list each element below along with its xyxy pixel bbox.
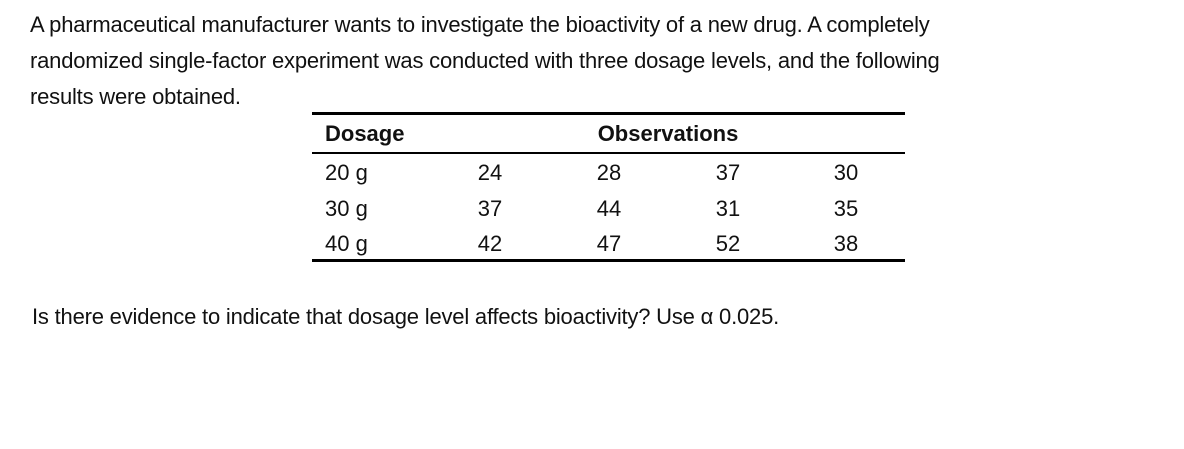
dosage-cell: 40 g [325, 231, 368, 256]
question: Is there evidence to indicate that dosag… [32, 304, 780, 329]
dosage-cell: 30 g [325, 196, 368, 221]
intro-line: randomized single-factor experiment was … [30, 48, 940, 73]
intro-line: A pharmaceutical manufacturer wants to i… [30, 12, 930, 37]
observation-cell: 28 [596, 160, 622, 185]
dosage-cell: 20 g [325, 160, 368, 185]
observation-cell: 42 [477, 231, 503, 256]
observation-cell: 30 [833, 160, 859, 185]
observation-cell: 52 [715, 231, 741, 256]
observation-cell: 31 [715, 196, 741, 221]
table-top-rule [312, 112, 905, 115]
intro-line: results were obtained. [30, 84, 241, 109]
table-bottom-rule [312, 259, 905, 262]
table-header: Observations [597, 121, 739, 146]
observation-cell: 37 [715, 160, 741, 185]
observation-cell: 35 [833, 196, 859, 221]
observation-cell: 38 [833, 231, 859, 256]
table-header: Dosage [325, 121, 405, 146]
observation-cell: 44 [596, 196, 622, 221]
observation-cell: 47 [596, 231, 622, 256]
observation-cell: 37 [477, 196, 503, 221]
observation-cell: 24 [477, 160, 503, 185]
table-header-rule [312, 152, 905, 154]
